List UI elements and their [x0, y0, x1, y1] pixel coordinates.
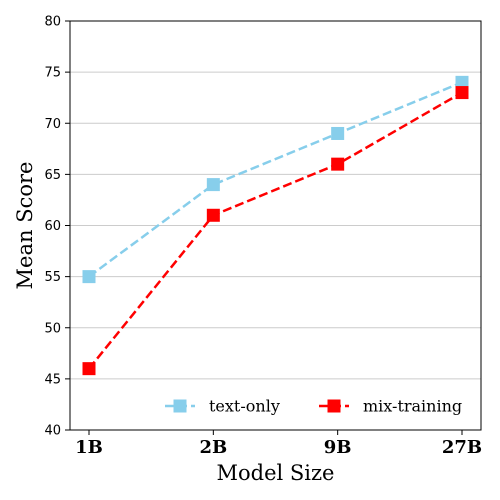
- y-axis-ticks: 40 45 50 55 60 65 70 75 80: [44, 15, 70, 439]
- legend: text-only mix-training: [165, 397, 462, 416]
- x-tick-label: 2B: [199, 437, 227, 458]
- data-point: [455, 86, 469, 100]
- y-tick-label: 75: [44, 66, 61, 81]
- series-mix-training: [82, 86, 469, 376]
- x-tick-label: 9B: [324, 437, 352, 458]
- legend-item: text-only: [165, 397, 280, 416]
- y-tick-label: 50: [44, 321, 61, 336]
- x-tick-label: 1B: [75, 437, 103, 458]
- y-tick-label: 45: [44, 372, 61, 387]
- series-line: [88, 81, 463, 278]
- y-tick-label: 70: [44, 117, 61, 132]
- legend-label: text-only: [209, 397, 280, 416]
- data-point: [206, 208, 220, 222]
- data-point: [455, 75, 469, 89]
- legend-item: mix-training: [319, 397, 462, 416]
- x-axis-label: Model Size: [216, 461, 334, 485]
- y-tick-label: 65: [44, 168, 61, 183]
- data-point: [331, 157, 345, 171]
- y-tick-label: 55: [44, 270, 61, 285]
- data-point: [331, 126, 345, 140]
- legend-marker: [327, 399, 341, 413]
- data-point: [206, 178, 220, 192]
- x-tick-label: 27B: [442, 437, 482, 458]
- series-layer: [82, 75, 469, 376]
- data-point: [82, 270, 96, 284]
- y-tick-label: 60: [44, 219, 61, 234]
- y-tick-label: 80: [44, 15, 61, 30]
- y-tick-label: 40: [44, 424, 61, 439]
- data-point: [82, 362, 96, 376]
- legend-label: mix-training: [363, 397, 462, 416]
- series-text-only: [82, 75, 469, 284]
- y-axis-label: Mean Score: [13, 162, 37, 290]
- legend-marker: [173, 399, 187, 413]
- series-line: [88, 91, 463, 370]
- x-axis-ticks: 1B 2B 9B 27B: [75, 430, 482, 458]
- grid-lines: [70, 71, 481, 380]
